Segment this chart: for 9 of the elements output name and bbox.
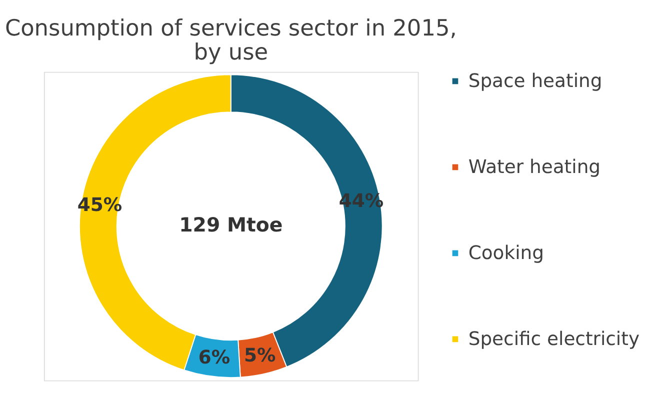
legend-label: Specific electricity	[468, 328, 640, 350]
text: 129 Mtoe	[179, 214, 283, 237]
text: Consumption of services sector in 2015,	[4, 15, 457, 42]
text: by use	[194, 40, 268, 66]
legend-label: Water heating	[468, 156, 601, 178]
data-label: 5%	[244, 345, 276, 366]
legend-label: Space heating	[468, 70, 602, 92]
legend-label: Cooking	[468, 242, 544, 264]
data-label: 6%	[198, 347, 230, 368]
